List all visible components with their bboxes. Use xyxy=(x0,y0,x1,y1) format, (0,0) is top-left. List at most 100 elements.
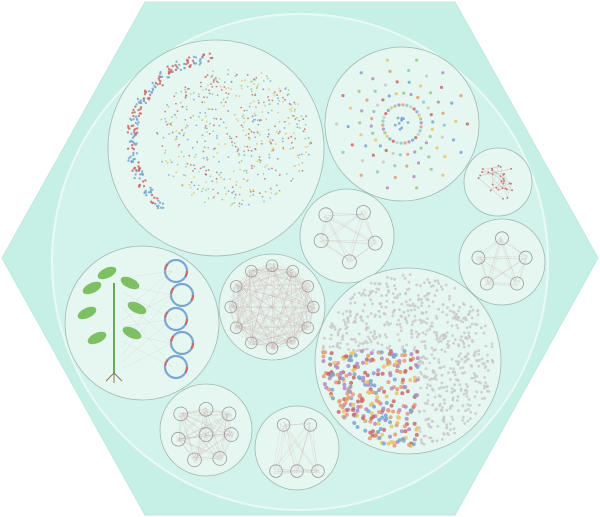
mosaic-cell xyxy=(328,345,332,349)
network-node xyxy=(259,161,262,164)
cluster-edge xyxy=(236,270,251,285)
ring-dot xyxy=(360,109,364,113)
network-node xyxy=(177,145,180,148)
network-node xyxy=(270,192,273,194)
network-node xyxy=(161,160,164,163)
mosaic-cell xyxy=(349,358,354,363)
mosaic-cell xyxy=(375,395,380,400)
network-node xyxy=(257,123,260,126)
network-node xyxy=(234,75,237,77)
network-node xyxy=(247,203,250,206)
cluster-edge xyxy=(252,342,270,349)
mosaic-cell xyxy=(376,399,381,404)
mosaic-cell xyxy=(420,304,423,308)
network-node xyxy=(249,102,252,105)
cluster-edge xyxy=(238,283,293,343)
mosaic-cell xyxy=(408,378,413,383)
ring-dot xyxy=(419,121,423,125)
cluster-node xyxy=(207,60,210,63)
network-node xyxy=(212,70,215,73)
network-node xyxy=(175,130,178,132)
cluster-edge xyxy=(282,427,320,474)
network-node xyxy=(503,179,505,182)
mosaic-cell xyxy=(374,290,378,294)
network-node xyxy=(235,135,238,138)
mosaic-cell xyxy=(404,300,408,304)
mosaic-cell xyxy=(468,417,472,421)
cluster-node xyxy=(194,62,198,65)
cluster-node xyxy=(135,103,138,106)
mosaic-cell xyxy=(378,315,382,318)
network-node xyxy=(236,150,239,153)
mosaic-cell xyxy=(437,307,440,311)
network-node xyxy=(268,140,271,143)
mosaic-cell xyxy=(423,344,427,348)
cluster-node xyxy=(161,202,165,205)
cluster-edge xyxy=(204,411,210,435)
mosaic-cell xyxy=(363,303,366,307)
network-node xyxy=(166,162,169,164)
network-node xyxy=(212,196,215,199)
cluster-node xyxy=(143,93,147,96)
network-node xyxy=(166,123,169,126)
cluster-edge xyxy=(289,270,306,327)
mosaic-cell xyxy=(433,330,436,334)
network-node xyxy=(259,159,262,162)
cluster-node xyxy=(158,201,162,204)
cluster-node xyxy=(178,63,181,67)
network-node xyxy=(504,187,507,190)
mosaic-cell xyxy=(458,305,461,309)
mosaic-cell xyxy=(483,376,486,379)
ring-dot xyxy=(441,111,445,115)
mosaic-cell xyxy=(398,338,401,342)
cluster-edge xyxy=(274,267,311,285)
network-node xyxy=(198,170,201,173)
cluster-edge xyxy=(321,240,378,242)
network-node xyxy=(481,168,484,171)
network-edge xyxy=(488,171,505,175)
mosaic-cell xyxy=(432,348,436,352)
mosaic-cell xyxy=(366,341,369,345)
cluster-node xyxy=(471,250,486,265)
cluster-edge xyxy=(252,270,306,285)
cluster-node xyxy=(132,141,135,144)
mosaic-cell xyxy=(394,391,399,396)
network-node xyxy=(238,193,241,196)
mosaic-cell xyxy=(349,297,353,301)
plant-link xyxy=(121,291,173,320)
mosaic-cell xyxy=(401,347,404,351)
mosaic-cell xyxy=(418,410,421,414)
cluster-edge xyxy=(238,273,296,329)
mosaic-cell xyxy=(442,333,446,336)
mosaic-cell xyxy=(375,336,378,339)
network-node xyxy=(307,153,310,156)
mosaic-cell xyxy=(428,281,432,285)
network-node xyxy=(230,88,232,90)
mosaic-cell xyxy=(367,436,372,441)
mosaic-cell xyxy=(393,308,396,312)
network-node xyxy=(255,106,257,108)
mosaic-cell xyxy=(336,409,341,414)
mosaic-cell xyxy=(405,288,409,291)
network-node xyxy=(264,104,267,107)
ring-dot xyxy=(429,91,433,95)
cluster-edge xyxy=(192,456,222,459)
cluster-edge xyxy=(204,412,229,436)
network-node xyxy=(267,133,270,136)
cluster-edge xyxy=(178,413,227,415)
mosaic-cell xyxy=(357,332,361,336)
mosaic-cell xyxy=(412,304,416,308)
mosaic-cell xyxy=(418,318,422,322)
cluster-edge xyxy=(292,304,315,341)
cluster-edge xyxy=(269,306,313,350)
network-node xyxy=(185,165,187,168)
mosaic-cell xyxy=(412,402,417,407)
cluster-edge xyxy=(178,407,206,438)
cluster-edge xyxy=(181,416,195,460)
mosaic-cell xyxy=(442,386,446,389)
mosaic-cell xyxy=(397,318,400,322)
mosaic-cell xyxy=(446,339,450,343)
network-node xyxy=(155,131,158,134)
network-node xyxy=(298,170,301,173)
